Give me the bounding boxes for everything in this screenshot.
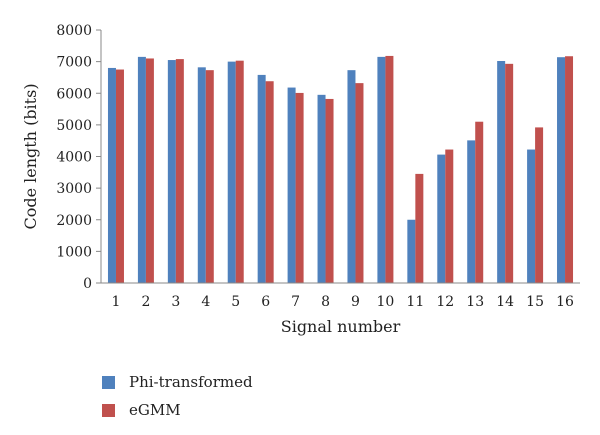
bar-egmm-11 [415, 173, 424, 283]
bar-egmm-6 [265, 81, 274, 283]
y-tick-label: 8000 [56, 23, 92, 39]
x-tick-label: 1 [112, 294, 121, 310]
bar-phi-transformed-10 [377, 56, 386, 283]
x-tick-label: 7 [291, 294, 300, 310]
y-tick-label: 0 [83, 276, 92, 292]
y-tick-label: 5000 [56, 118, 92, 134]
bar-phi-transformed-5 [227, 61, 236, 283]
bar-phi-transformed-15 [527, 149, 536, 283]
x-tick-label: 15 [526, 294, 544, 310]
bar-egmm-15 [535, 127, 544, 283]
x-axis-label: Signal number [281, 317, 401, 336]
x-tick-label: 2 [141, 294, 150, 310]
bar-phi-transformed-9 [347, 70, 356, 283]
x-tick-label: 8 [321, 294, 330, 310]
bar-phi-transformed-7 [287, 87, 296, 284]
bar-egmm-8 [325, 98, 334, 283]
x-tick-label: 13 [466, 294, 484, 310]
bar-egmm-10 [385, 55, 394, 284]
y-tick-label: 3000 [56, 181, 92, 197]
bar-egmm-1 [115, 69, 124, 283]
y-tick-label: 4000 [56, 150, 92, 166]
legend-label-egmm: eGMM [129, 401, 181, 419]
bar-phi-transformed-14 [497, 60, 506, 284]
bar-phi-transformed-3 [167, 60, 176, 284]
x-tick-label: 9 [351, 294, 360, 310]
y-tick-label: 2000 [56, 213, 92, 229]
x-tick-label: 3 [171, 294, 180, 310]
bar-egmm-12 [445, 149, 454, 283]
bar-egmm-14 [505, 63, 514, 284]
bar-egmm-13 [475, 121, 484, 284]
legend-swatch-phi-transformed [102, 375, 115, 389]
legend-swatch-egmm [102, 403, 115, 417]
bar-phi-transformed-2 [137, 56, 146, 283]
x-tick-label: 14 [496, 294, 514, 310]
y-axis-label: Code length (bits) [21, 83, 40, 229]
bar-egmm-7 [295, 92, 304, 283]
x-tick-label: 4 [201, 294, 210, 310]
x-tick-label: 5 [231, 294, 240, 310]
legend: Phi-transformed eGMM [102, 368, 253, 424]
legend-item-phi-transformed: Phi-transformed [102, 368, 253, 396]
x-tick-label: 11 [406, 294, 424, 310]
x-tick-label: 12 [436, 294, 454, 310]
y-axis-ticks: 0 1000 2000 3000 4000 5000 6000 7000 8000 [56, 23, 101, 292]
y-tick-label: 1000 [56, 244, 92, 260]
bar-egmm-16 [565, 56, 574, 283]
bars [107, 55, 574, 284]
x-tick-label: 10 [376, 294, 394, 310]
bar-phi-transformed-6 [257, 74, 266, 283]
x-tick-label: 6 [261, 294, 270, 310]
y-tick-label: 6000 [56, 86, 92, 102]
bar-egmm-9 [355, 83, 364, 283]
x-tick-label: 16 [556, 294, 574, 310]
legend-item-egmm: eGMM [102, 396, 253, 424]
legend-label-phi-transformed: Phi-transformed [129, 373, 253, 391]
bar-phi-transformed-1 [107, 67, 116, 283]
bar-egmm-4 [205, 70, 214, 283]
bar-phi-transformed-11 [407, 219, 416, 283]
bar-phi-transformed-4 [197, 67, 206, 283]
x-axis-ticks: 1 2 3 4 5 6 7 8 9 10 11 12 13 14 15 16 [112, 294, 575, 310]
y-tick-label: 7000 [56, 55, 92, 71]
bar-phi-transformed-16 [557, 57, 566, 284]
bar-egmm-2 [145, 58, 154, 284]
bar-phi-transformed-12 [437, 154, 446, 283]
bar-phi-transformed-13 [467, 140, 476, 283]
bar-phi-transformed-8 [317, 94, 326, 283]
bar-egmm-5 [235, 60, 244, 283]
bar-egmm-3 [175, 59, 184, 283]
